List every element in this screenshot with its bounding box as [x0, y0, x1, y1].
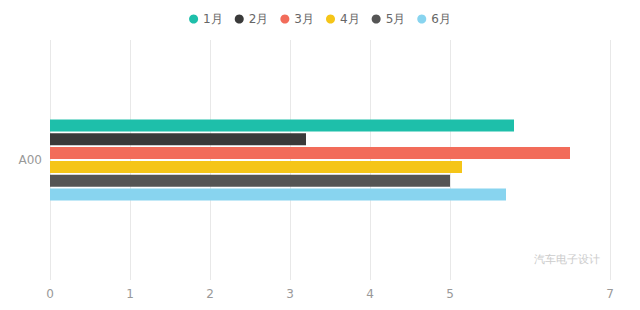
svg-text:2月: 2月 [249, 12, 269, 26]
svg-text:7: 7 [606, 287, 614, 301]
svg-text:6月: 6月 [431, 12, 451, 26]
svg-text:3月: 3月 [294, 12, 314, 26]
svg-text:2: 2 [206, 287, 214, 301]
svg-text:1月: 1月 [203, 12, 223, 26]
svg-text:5月: 5月 [386, 12, 406, 26]
svg-text:1: 1 [126, 287, 134, 301]
svg-text:4: 4 [366, 287, 374, 301]
svg-text:0: 0 [46, 287, 54, 301]
svg-text:A00: A00 [19, 153, 42, 167]
svg-text:5: 5 [446, 287, 454, 301]
svg-text:4月: 4月 [340, 12, 360, 26]
svg-text:3: 3 [286, 287, 294, 301]
svg-text:汽车电子设计: 汽车电子设计 [534, 253, 600, 266]
